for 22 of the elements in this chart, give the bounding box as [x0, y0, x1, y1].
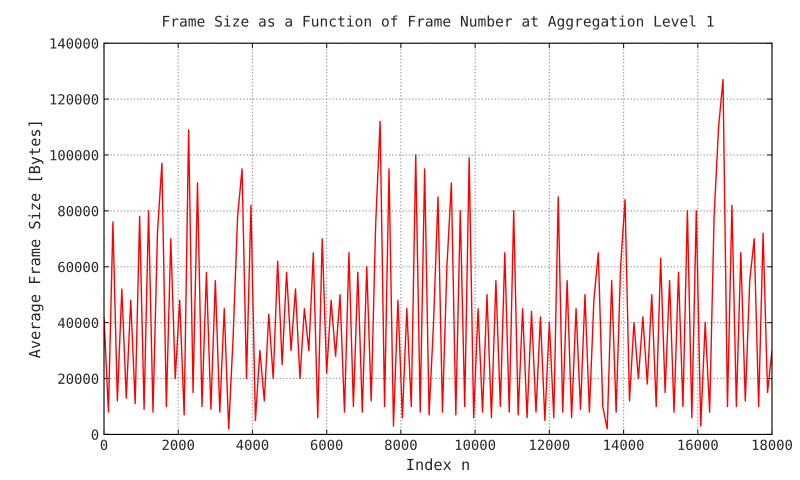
x-tick-label: 10000: [456, 440, 496, 450]
y-tick-label: 20000: [58, 374, 98, 384]
y-tick-label: 0: [92, 429, 98, 440]
chart-title: Frame Size as a Function of Frame Number at Aggregation Level 1: [163, 15, 714, 30]
x-tick-label: 16000: [678, 440, 718, 450]
y-tick-label: 100000: [50, 150, 98, 160]
y-axis-title: Average Frame Size [Bytes]: [28, 122, 44, 358]
line-series: [104, 78, 772, 430]
x-tick-label: 2000: [162, 440, 194, 450]
x-tick-label: 4000: [236, 440, 268, 450]
y-tick-label: 140000: [50, 38, 98, 49]
y-tick-label: 120000: [50, 94, 98, 105]
x-tick-label: 8000: [385, 440, 417, 450]
x-tick-label: 14000: [604, 440, 644, 450]
x-tick-label: 18000: [752, 440, 792, 450]
x-tick-label: 0: [100, 440, 108, 450]
y-tick-label: 60000: [58, 262, 98, 272]
x-tick-label: 6000: [310, 440, 342, 450]
x-axis-title: Index n: [407, 458, 469, 470]
y-tick-label: 40000: [58, 318, 98, 328]
x-tick-label: 12000: [530, 440, 570, 450]
y-tick-label: 80000: [58, 206, 98, 216]
